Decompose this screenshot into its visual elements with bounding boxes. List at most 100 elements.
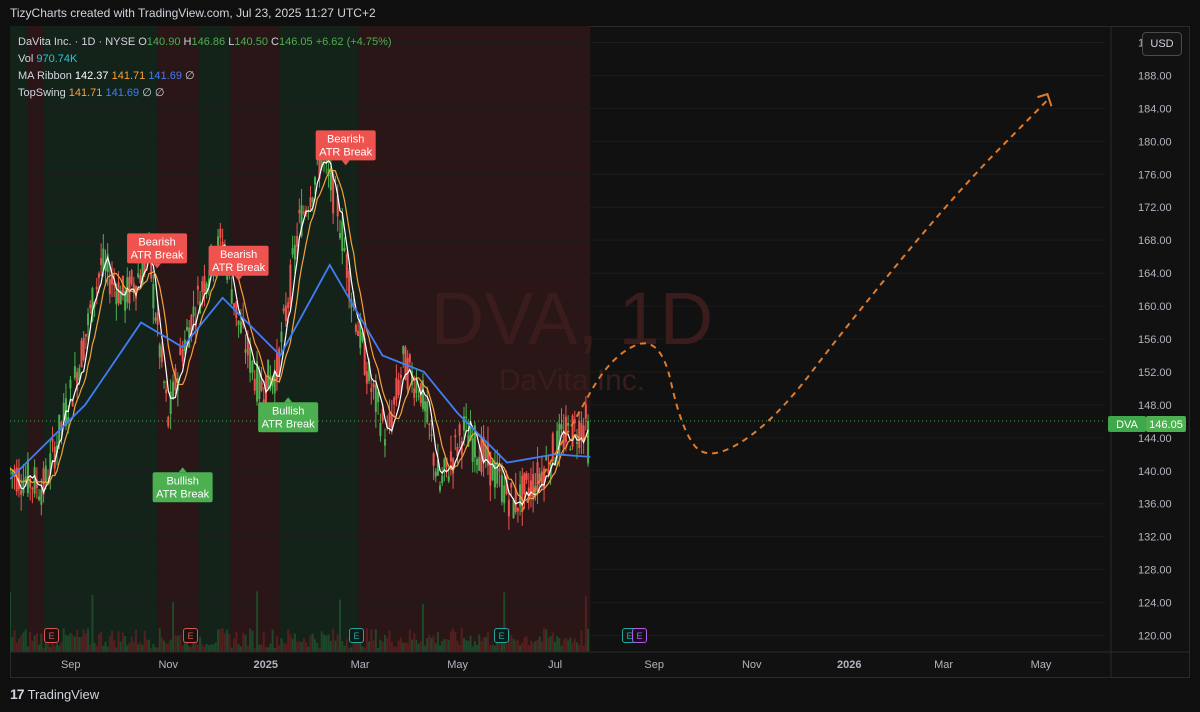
volume-bar [372, 640, 375, 652]
volume-bar [408, 629, 411, 652]
volume-bar [89, 644, 92, 652]
volume-bar [395, 646, 398, 652]
volume-bar [60, 642, 63, 652]
candle-body [439, 485, 442, 491]
volume-bar [560, 645, 563, 652]
volume-bar [536, 640, 539, 652]
earnings-badge-icon[interactable]: E [494, 628, 509, 643]
candle-body [20, 489, 23, 495]
candle-body [67, 416, 70, 423]
candle-body [139, 275, 142, 284]
candle-body [44, 465, 47, 483]
volume-bar [162, 640, 165, 652]
candle-body [76, 372, 79, 391]
candle-body [514, 488, 517, 513]
volume-bar [569, 637, 572, 652]
candle-body [205, 283, 208, 294]
volume-bar [582, 645, 585, 652]
candle-body [91, 288, 94, 322]
earnings-badge-icon[interactable]: E [349, 628, 364, 643]
volume-bar [426, 638, 429, 652]
candle-body [334, 180, 337, 182]
candle-body [239, 321, 242, 333]
legend-open: 140.90 [146, 36, 181, 48]
volume-bar [132, 641, 135, 652]
candle-body [314, 177, 317, 185]
earnings-badge-icon[interactable]: E [632, 628, 647, 643]
atr-label-pointer [284, 397, 293, 403]
candle-body [106, 253, 109, 272]
volume-bar [233, 638, 236, 652]
volume-bar [489, 645, 492, 652]
candle-body [430, 434, 433, 436]
candle-body [119, 290, 122, 305]
time-axis: Sep Nov 2025 Mar May Jul Sep Nov 2026 Mar May [61, 659, 1052, 671]
volume-bar [538, 636, 541, 652]
candle-body [260, 380, 263, 391]
ma-fast-line [10, 159, 589, 506]
volume-bar [40, 633, 43, 652]
legend-symbol: DaVita Inc. · 1D · NYSE [18, 36, 136, 48]
volume-bar [29, 631, 32, 652]
candle-body [543, 468, 546, 489]
candle-body [40, 489, 43, 505]
candle-body [128, 276, 131, 304]
legend-volume-row: Vol 970.74K [18, 51, 392, 68]
candle-body [230, 289, 233, 304]
currency-button[interactable]: USD [1142, 32, 1182, 56]
volume-bar [338, 599, 341, 652]
volume-bar [239, 646, 242, 652]
earnings-badge-icon[interactable]: E [44, 628, 59, 643]
volume-bar [516, 639, 519, 652]
volume-bar [443, 639, 446, 652]
tradingview-logo-icon: 17 [10, 686, 25, 702]
candle-body [388, 412, 391, 428]
earnings-badge-icon[interactable]: E [183, 628, 198, 643]
volume-bar [100, 631, 103, 652]
candle-body [332, 173, 335, 214]
volume-bar [543, 628, 546, 652]
volume-bar [456, 640, 459, 652]
candle-body [471, 438, 474, 462]
atr-label-line2: ATR Break [131, 249, 184, 261]
legend-topswing-row: TopSwing 141.71 141.69 ∅ ∅ [18, 85, 392, 102]
volume-bar [33, 635, 36, 652]
atr-label-line2: ATR Break [262, 418, 315, 430]
volume-bar [361, 646, 364, 652]
volume-bar [38, 644, 41, 652]
volume-bar [567, 640, 570, 652]
legend-ma-label: MA Ribbon [18, 70, 72, 82]
candle-body [343, 248, 346, 251]
candle-body [219, 228, 222, 238]
volume-bar [84, 633, 87, 652]
candle-body [408, 354, 411, 363]
volume-bar [141, 644, 144, 652]
atr-label-line1: Bearish [138, 236, 175, 248]
volume-bar [363, 647, 366, 652]
volume-bar [289, 633, 292, 652]
candle-body [399, 374, 402, 379]
watermark: DVA, 1D DaVita Inc. [431, 277, 713, 397]
candle-body [156, 312, 159, 325]
candle-body [379, 423, 382, 437]
candle-body [441, 475, 444, 483]
volume-bar [549, 636, 552, 652]
volume-bar [128, 642, 131, 652]
y-tick-label: 124.00 [1138, 598, 1172, 610]
candle-body [447, 476, 450, 482]
volume-bar [368, 641, 371, 652]
candle-body [278, 348, 281, 378]
candle-body [84, 333, 87, 337]
legend-ma-row: MA Ribbon 142.37 141.71 141.69 ∅ [18, 68, 392, 85]
candle-body [82, 337, 85, 360]
volume-bar [95, 645, 98, 652]
volume-bar [439, 645, 442, 652]
volume-bar [291, 639, 294, 652]
candle-body [377, 391, 380, 403]
volume-bar [352, 639, 355, 652]
atr-label-line1: Bearish [220, 249, 257, 261]
volume-bar [237, 644, 240, 652]
